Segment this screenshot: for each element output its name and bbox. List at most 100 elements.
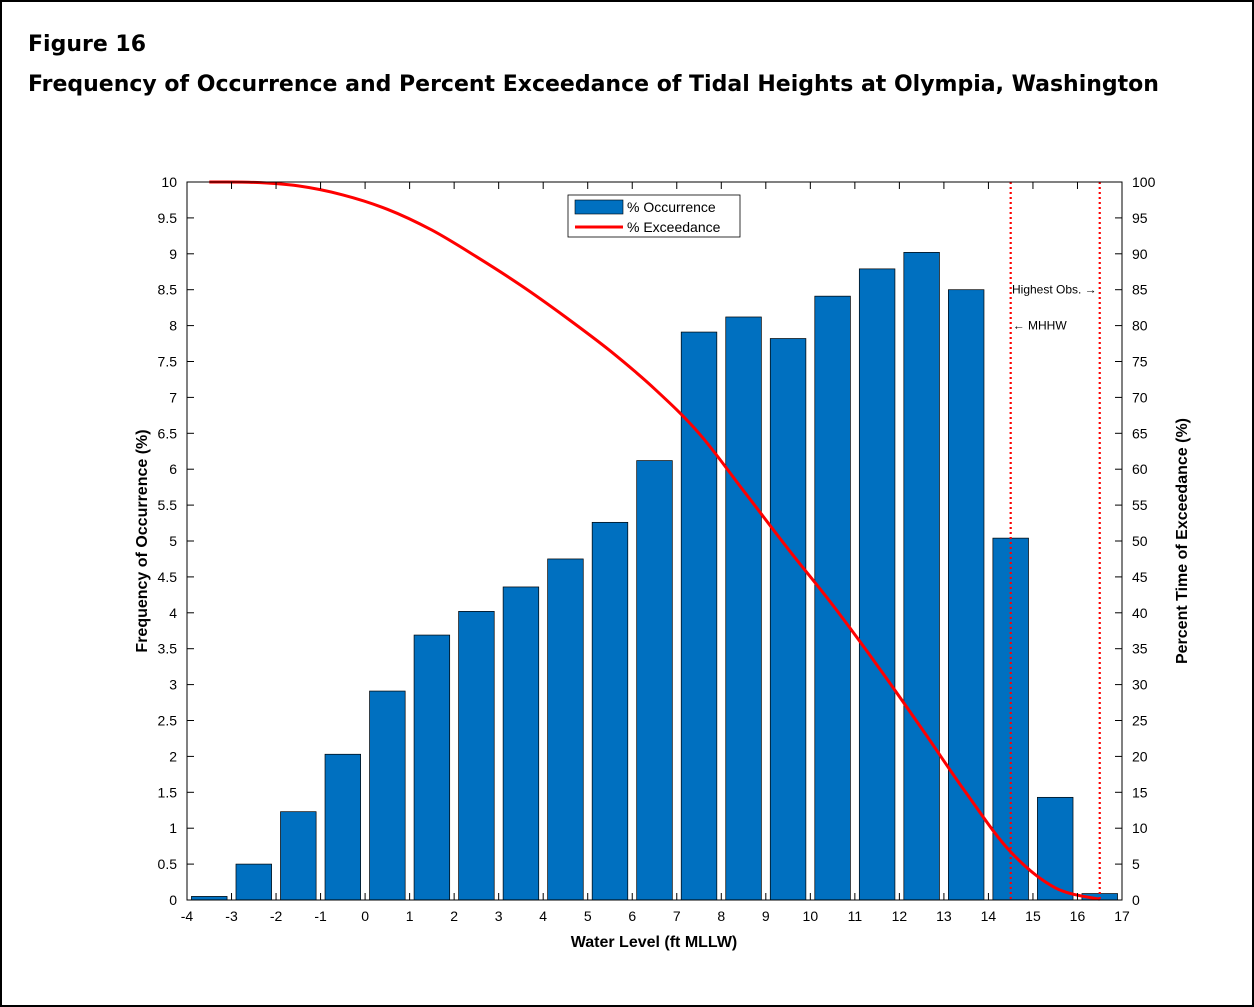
y-left-tick-label: 1 xyxy=(169,820,177,836)
y-right-tick-label: 15 xyxy=(1132,784,1148,800)
x-tick-label: 7 xyxy=(673,908,681,924)
bar xyxy=(769,338,807,901)
y-right-axis-ticks: 0 5 10 15 20 25 30 35 40 45 50 55 60 65 70 75 80 85 90 95 10… xyxy=(1115,174,1156,908)
bar xyxy=(903,252,940,901)
bar xyxy=(369,690,406,901)
y-left-tick-label: 2 xyxy=(169,748,177,764)
x-tick-label: 5 xyxy=(584,908,592,924)
x-tick-label: 16 xyxy=(1070,908,1086,924)
y-right-tick-label: 95 xyxy=(1132,210,1148,226)
x-tick-label: 0 xyxy=(361,908,369,924)
y-left-axis-ticks: 0 0.5 1 1.5 2 2.5 3 3.5 4 4.5 5 5.5 6 6.5 7 7.5 8 8.5 9 9.5… xyxy=(158,174,194,908)
x-tick-label: -2 xyxy=(270,908,283,924)
y-left-tick-label: 2.5 xyxy=(158,713,178,729)
y-right-tick-label: 30 xyxy=(1132,677,1148,693)
y-right-tick-label: 80 xyxy=(1132,318,1148,334)
y-right-tick-label: 100 xyxy=(1132,174,1156,190)
x-tick-label: 9 xyxy=(762,908,770,924)
y-right-tick-label: 40 xyxy=(1132,605,1148,621)
y-left-tick-label: 3 xyxy=(169,677,177,693)
x-tick-label: 8 xyxy=(717,908,725,924)
y-left-tick-label: 8.5 xyxy=(158,282,178,298)
x-tick-label: 15 xyxy=(1025,908,1041,924)
y-right-tick-label: 90 xyxy=(1132,246,1148,262)
y-left-tick-label: 9 xyxy=(169,246,177,262)
x-tick-label: -4 xyxy=(181,908,194,924)
y-right-tick-label: 35 xyxy=(1132,641,1148,657)
y-right-tick-label: 85 xyxy=(1132,282,1148,298)
exceedance-line xyxy=(209,180,1101,901)
y-left-tick-label: 4 xyxy=(169,605,177,621)
y-left-tick-label: 6.5 xyxy=(158,425,178,441)
bar-series-occurrence xyxy=(191,252,1118,901)
bar xyxy=(458,611,495,901)
annotation-highest-obs: Highest Obs. → xyxy=(1012,283,1097,297)
bar xyxy=(636,460,673,901)
y-right-tick-label: 70 xyxy=(1132,389,1148,405)
x-tick-label: 1 xyxy=(406,908,414,924)
y-left-tick-label: 0 xyxy=(169,892,177,908)
legend-label-exceedance: % Exceedance xyxy=(627,219,721,235)
x-tick-label: 13 xyxy=(936,908,952,924)
y-left-tick-label: 8 xyxy=(169,318,177,334)
x-axis-title: Water Level (ft MLLW) xyxy=(571,934,738,951)
bar xyxy=(547,558,584,901)
y-left-tick-label: 5.5 xyxy=(158,497,178,513)
y-left-tick-label: 6 xyxy=(169,461,177,477)
y-left-tick-label: 9.5 xyxy=(158,210,178,226)
bar xyxy=(1037,796,1074,901)
bar xyxy=(591,521,629,901)
y-right-tick-label: 60 xyxy=(1132,461,1148,477)
bar xyxy=(814,295,851,901)
bar xyxy=(948,289,985,901)
x-tick-label: 17 xyxy=(1114,908,1130,924)
y-right-tick-label: 65 xyxy=(1132,425,1148,441)
x-tick-label: 2 xyxy=(450,908,458,924)
legend-label-occurrence: % Occurrence xyxy=(627,199,716,215)
y-right-tick-label: 0 xyxy=(1132,892,1140,908)
y-right-tick-label: 10 xyxy=(1132,820,1148,836)
bar xyxy=(324,753,361,901)
x-tick-label: 6 xyxy=(628,908,636,924)
annotation-mhhw: ← MHHW xyxy=(1013,319,1068,333)
y-right-tick-label: 5 xyxy=(1132,856,1140,872)
y-left-tick-label: 7 xyxy=(169,389,177,405)
x-tick-label: 11 xyxy=(848,908,863,924)
bar xyxy=(680,331,718,901)
y-right-tick-label: 20 xyxy=(1132,748,1148,764)
bar xyxy=(413,634,451,901)
bar xyxy=(280,811,317,901)
y-right-tick-label: 25 xyxy=(1132,713,1148,729)
x-tick-label: 3 xyxy=(495,908,503,924)
bar xyxy=(235,863,272,901)
y-left-tick-label: 0.5 xyxy=(158,856,178,872)
bar xyxy=(191,896,228,901)
x-tick-label: 4 xyxy=(539,908,547,924)
x-tick-label: 14 xyxy=(981,908,997,924)
x-tick-label: -1 xyxy=(314,908,327,924)
legend: % Occurrence % Exceedance xyxy=(567,194,741,238)
y-left-tick-label: 3.5 xyxy=(158,641,178,657)
y-left-tick-label: 4.5 xyxy=(158,569,178,585)
figure-title: Frequency of Occurrence and Percent Exce… xyxy=(28,72,1159,97)
y-right-tick-label: 75 xyxy=(1132,354,1148,370)
x-tick-label: 12 xyxy=(892,908,908,924)
bar xyxy=(725,316,762,901)
y-right-tick-label: 50 xyxy=(1132,533,1148,549)
y-right-axis-title: Percent Time of Exceedance (%) xyxy=(1174,418,1191,664)
y-left-tick-label: 5 xyxy=(169,533,177,549)
y-left-tick-label: 10 xyxy=(161,174,177,190)
bar xyxy=(858,268,896,901)
x-tick-label: -3 xyxy=(225,908,238,924)
y-left-tick-label: 7.5 xyxy=(158,354,178,370)
x-tick-label: 10 xyxy=(803,908,819,924)
bar xyxy=(502,586,540,901)
y-right-tick-label: 45 xyxy=(1132,569,1148,585)
y-left-axis-title: Frequency of Occurrence (%) xyxy=(134,429,151,652)
legend-swatch-occurrence xyxy=(574,199,624,215)
x-axis-ticks: -4 -3 -2 -1 0 1 2 3 4 5 6 7 8 9 10 11 12 13 14 15 16 17 xyxy=(181,182,1130,924)
figure-label: Figure 16 xyxy=(28,32,147,57)
y-right-tick-label: 55 xyxy=(1132,497,1148,513)
y-left-tick-label: 1.5 xyxy=(158,784,178,800)
